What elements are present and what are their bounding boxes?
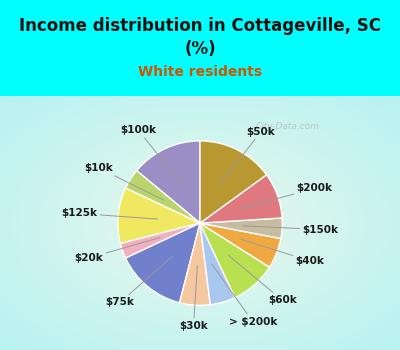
Text: $75k: $75k (106, 256, 173, 307)
Wedge shape (200, 223, 270, 298)
Text: City-Data.com: City-Data.com (256, 122, 320, 131)
Wedge shape (200, 141, 266, 223)
Text: $100k: $100k (120, 125, 182, 184)
Text: > $200k: > $200k (212, 264, 277, 327)
Text: $30k: $30k (179, 266, 208, 331)
Text: $10k: $10k (84, 163, 164, 200)
Wedge shape (126, 171, 200, 223)
Text: $20k: $20k (74, 238, 160, 263)
Wedge shape (200, 223, 235, 305)
Wedge shape (200, 175, 282, 223)
Wedge shape (120, 223, 200, 258)
Text: Income distribution in Cottageville, SC
(%): Income distribution in Cottageville, SC … (19, 17, 381, 57)
Text: $125k: $125k (62, 209, 158, 219)
Text: $40k: $40k (240, 239, 324, 266)
Wedge shape (126, 223, 200, 303)
Text: $50k: $50k (220, 126, 276, 185)
Text: $150k: $150k (243, 225, 339, 235)
Wedge shape (180, 223, 210, 305)
Wedge shape (137, 141, 200, 223)
Wedge shape (200, 218, 282, 239)
Text: $60k: $60k (228, 255, 297, 305)
Wedge shape (200, 223, 281, 267)
Text: $200k: $200k (240, 183, 333, 209)
Text: White residents: White residents (138, 65, 262, 79)
Wedge shape (118, 188, 200, 244)
